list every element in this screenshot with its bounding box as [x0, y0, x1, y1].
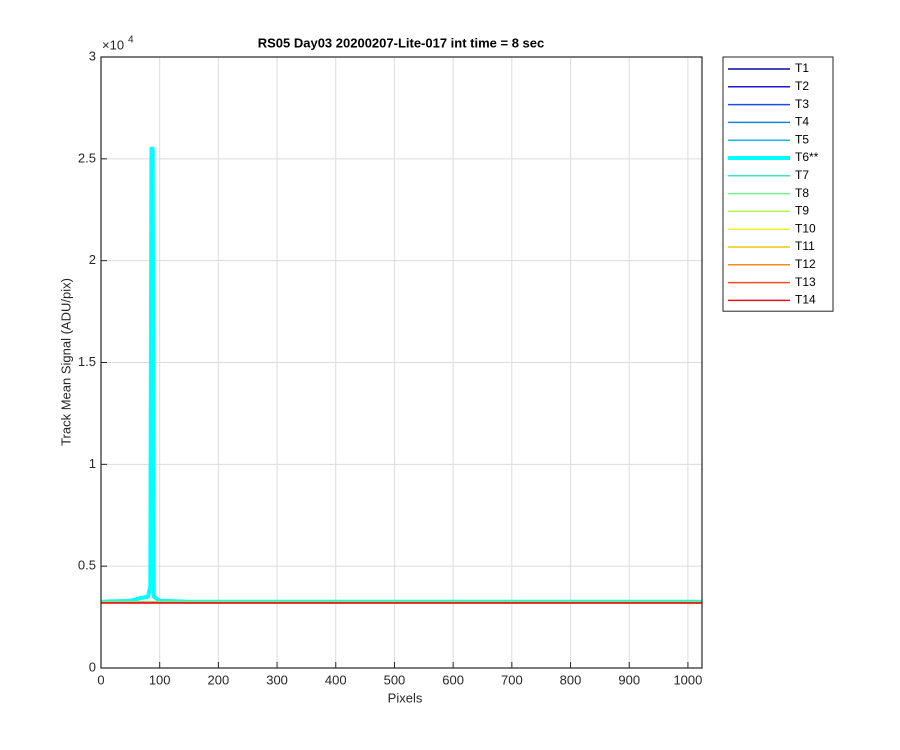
legend-label: T5 — [795, 132, 809, 146]
legend-label: T6** — [795, 150, 819, 164]
legend-label: T13 — [795, 275, 816, 289]
y-multiplier-exponent: 4 — [128, 35, 134, 46]
y-tick-label: 2.5 — [78, 150, 96, 165]
x-tick-label: 900 — [618, 672, 640, 687]
legend-label: T12 — [795, 257, 816, 271]
legend-label: T11 — [795, 239, 815, 253]
y-tick-label: 1.5 — [78, 354, 96, 369]
y-tick-label: 0 — [89, 659, 96, 674]
axes-box — [100, 56, 703, 669]
x-tick-label: 300 — [266, 672, 288, 687]
legend-label: T8 — [795, 186, 809, 200]
x-tick-label: 400 — [325, 672, 347, 687]
x-tick-label: 500 — [384, 672, 406, 687]
x-tick-label: 200 — [208, 672, 230, 687]
chart-title: RS05 Day03 20200207-Lite-017 int time = … — [258, 35, 545, 50]
y-tick-label: 0.5 — [78, 558, 96, 573]
y-tick-label: 3 — [89, 48, 96, 63]
legend-label: T1 — [795, 61, 809, 75]
y-multiplier: ×10 — [102, 37, 124, 52]
y-axis-label: Track Mean Signal (ADU/pix) — [58, 278, 73, 446]
x-axis-label: Pixels — [388, 690, 423, 705]
legend: T1 T2 T3 T4 T5 T6** T7 T8 T9 T10 T11 T12 T13 T14 — [722, 56, 834, 312]
x-tick-label: 100 — [149, 672, 171, 687]
x-tick-label: 1000 — [673, 672, 702, 687]
legend-label: T14 — [795, 293, 816, 307]
x-tick-label: 800 — [560, 672, 582, 687]
legend-label: T4 — [795, 115, 809, 129]
legend-label: T2 — [795, 79, 809, 93]
legend-label: T3 — [795, 97, 809, 111]
legend-label: T9 — [795, 204, 809, 218]
legend-box — [722, 56, 834, 312]
x-tick-label: 700 — [501, 672, 523, 687]
x-tick-label: 0 — [97, 672, 104, 687]
y-tick-label: 1 — [89, 456, 96, 471]
x-tick-label: 600 — [442, 672, 464, 687]
legend-label: T10 — [795, 221, 816, 235]
legend-label: T7 — [795, 168, 809, 182]
y-tick-label: 2 — [89, 252, 96, 267]
